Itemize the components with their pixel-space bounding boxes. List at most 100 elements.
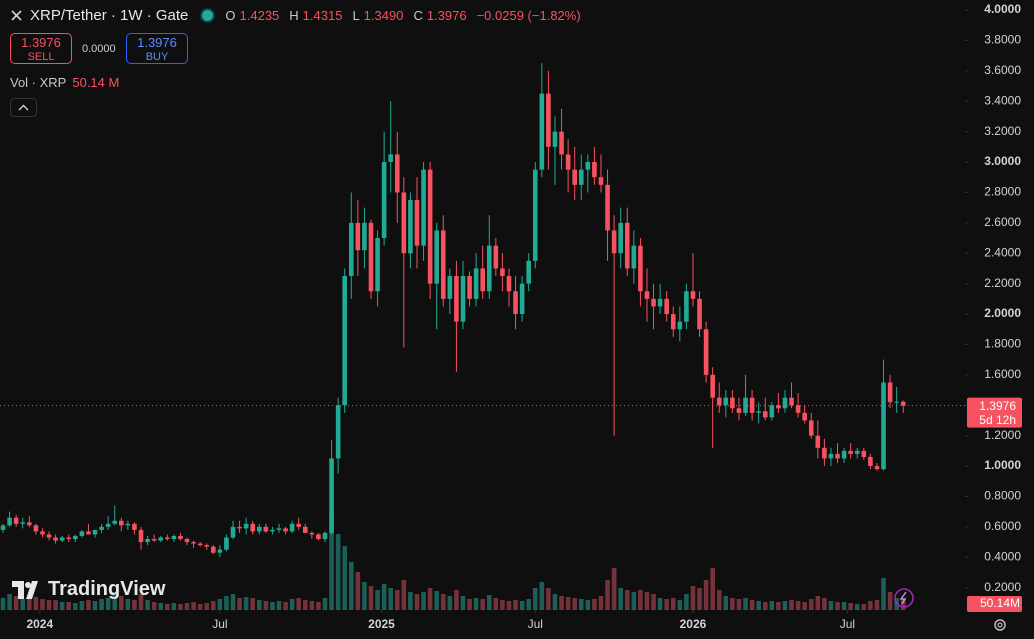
volume-bar: [171, 603, 177, 610]
y-tick-label: 1.0000: [984, 458, 1021, 472]
candle-body: [565, 154, 571, 170]
ohlc-key: C: [413, 8, 423, 23]
candle-body: [237, 526, 242, 529]
collapse-button[interactable]: [10, 98, 37, 117]
buy-button[interactable]: 1.3976 BUY: [126, 33, 188, 64]
volume-bar: [624, 590, 630, 610]
candle-body: [559, 131, 564, 155]
candle-body: [92, 529, 98, 535]
candle-body: [887, 382, 893, 403]
volume-bar: [316, 602, 321, 610]
volume-bar: [670, 598, 676, 610]
candle-body: [335, 405, 341, 459]
volume-bar: [355, 572, 361, 610]
candle-body: [480, 268, 485, 292]
volume-bar: [513, 600, 518, 610]
candle-body: [624, 222, 630, 269]
volume-bar: [112, 592, 118, 610]
volume-bar: [460, 596, 466, 610]
volume-bar: [164, 604, 170, 610]
candle-body: [874, 466, 880, 470]
volume-bar: [611, 568, 617, 610]
candle-body: [178, 535, 183, 540]
volume-bar: [552, 594, 558, 610]
candle-body: [572, 169, 577, 185]
last-price-label: 1.3976: [979, 399, 1016, 413]
y-tick-label: 1.8000: [984, 337, 1021, 351]
y-tick-label: 4.0000: [984, 2, 1021, 16]
candle-body: [322, 532, 328, 540]
candle-body: [835, 453, 840, 459]
candle-body: [736, 408, 742, 413]
candle-body: [585, 162, 591, 170]
volume-bar: [723, 596, 729, 610]
candle-body: [112, 520, 118, 524]
candle-body: [408, 200, 413, 254]
candle-body: [815, 435, 821, 448]
candle-body: [217, 549, 223, 553]
volume-bar: [684, 594, 689, 610]
volume-bar: [151, 602, 157, 610]
volume-bar: [322, 598, 328, 610]
candle-body: [539, 93, 545, 170]
candle-body: [342, 276, 348, 406]
volume-bar: [532, 588, 538, 610]
volume-bar: [730, 598, 735, 610]
x-tick-label: Jul: [528, 617, 543, 631]
candle-body: [33, 525, 39, 532]
volume-bar: [526, 599, 531, 610]
candle-body: [316, 534, 321, 540]
ohlc-value: 1.4235: [239, 8, 280, 23]
volume-bar: [27, 598, 32, 610]
symbol: XRP/Tether · 1W · Gate: [30, 7, 189, 24]
volume-bar: [276, 601, 282, 610]
y-tick-label: 3.4000: [984, 93, 1021, 107]
volume-bar: [440, 594, 446, 610]
candle-body: [362, 222, 367, 251]
volume-bar: [454, 590, 459, 610]
volume-bar: [408, 592, 413, 610]
volume-bar: [329, 518, 334, 610]
candle-body: [329, 458, 334, 533]
volume-legend-label: Vol · XRP: [10, 75, 67, 90]
candle-body: [53, 537, 58, 541]
y-tick-label: 3.2000: [984, 124, 1021, 138]
candle-body: [105, 523, 111, 527]
x-tick-label: 2025: [368, 617, 395, 631]
countdown: 5d 12h: [979, 413, 1016, 427]
candle-body: [132, 523, 137, 530]
volume-bar: [46, 600, 52, 610]
volume-bar: [592, 599, 597, 610]
candle-body: [454, 276, 459, 322]
candle-body: [289, 523, 295, 532]
y-tick-label: 0.8000: [984, 489, 1021, 503]
candle-body: [900, 401, 906, 406]
candle-body: [716, 397, 722, 406]
x-tick-label: Jul: [840, 617, 855, 631]
candle-body: [171, 535, 177, 540]
volume-bar: [92, 601, 98, 610]
candle-body: [690, 291, 696, 299]
brand-logo: [12, 580, 38, 599]
candle-body: [118, 520, 124, 526]
candle-body: [493, 245, 499, 269]
candle-body: [500, 268, 505, 277]
volume-bar: [0, 598, 6, 610]
candle-body: [782, 397, 788, 409]
volume-bar: [375, 590, 380, 610]
brand: TradingView: [12, 578, 165, 601]
candle-body: [802, 412, 807, 421]
volume-bar: [808, 599, 814, 610]
sell-button[interactable]: 1.3976 SELL: [10, 33, 72, 64]
y-tick-label: 2.0000: [984, 306, 1021, 320]
volume-bar: [59, 602, 65, 610]
candle-body: [657, 298, 663, 307]
volume-bar: [697, 588, 702, 610]
candle-body: [394, 154, 400, 193]
candle-body: [789, 397, 794, 406]
sell-label: SELL: [27, 51, 55, 63]
candle-body: [677, 321, 683, 330]
volume-bar: [79, 601, 85, 610]
volume-bar: [618, 588, 623, 610]
volume-bar: [296, 598, 302, 610]
